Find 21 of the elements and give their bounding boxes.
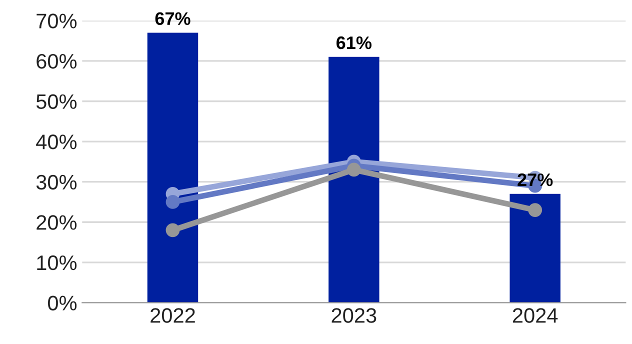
data-label: 27% xyxy=(518,173,553,186)
y-tick-label: 10% xyxy=(37,255,77,270)
bar xyxy=(510,194,560,303)
y-tick-label: 30% xyxy=(36,174,77,190)
point xyxy=(346,162,361,177)
x-tick-label: 2024 xyxy=(512,308,558,323)
x-tick-label: 2022 xyxy=(150,308,195,323)
y-tick-label: 60% xyxy=(36,54,77,69)
y-tick-label: 20% xyxy=(36,215,77,230)
x-tick-label: 2023 xyxy=(332,308,376,323)
y-tick-label: 0% xyxy=(48,296,77,310)
y-tick-label: 70% xyxy=(36,14,77,28)
bar xyxy=(328,56,380,303)
bar xyxy=(147,32,198,303)
point xyxy=(166,195,180,209)
y-tick-label: 40% xyxy=(36,134,77,150)
data-label: 61% xyxy=(336,36,372,50)
y-tick-label: 50% xyxy=(36,94,77,109)
data-label: 67% xyxy=(155,12,190,25)
point xyxy=(166,223,180,238)
point xyxy=(528,203,542,217)
